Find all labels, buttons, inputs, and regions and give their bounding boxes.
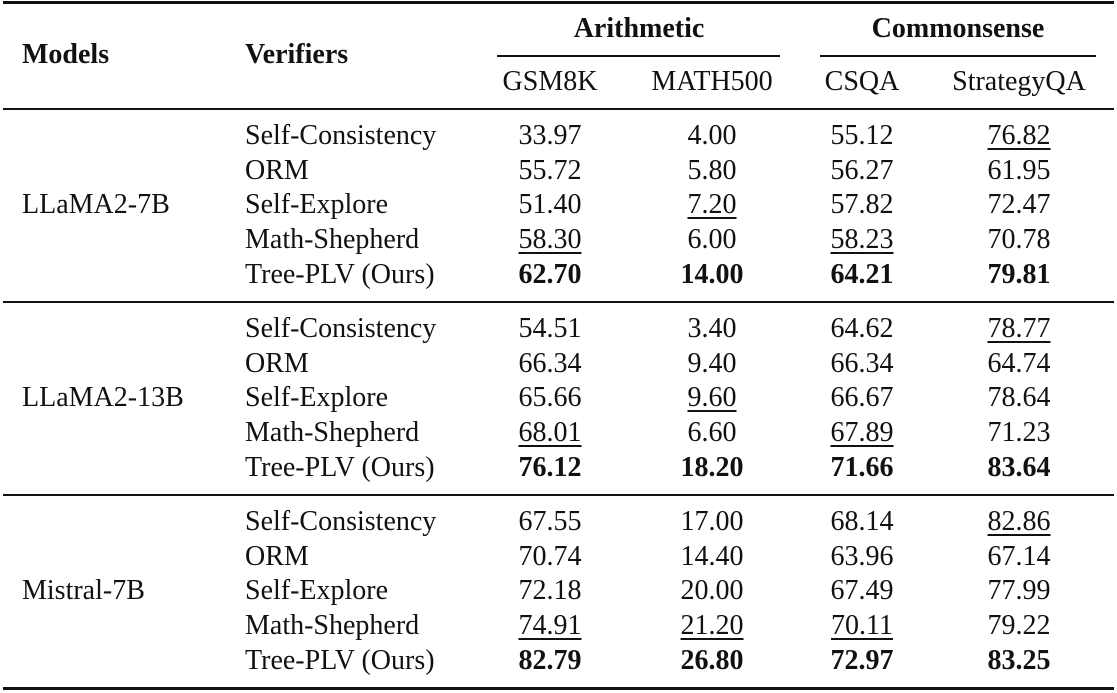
model-name: LLaMA2-13B xyxy=(22,382,184,414)
score-cell: 64.62 xyxy=(830,313,894,344)
score-cell: 74.91 xyxy=(518,610,582,642)
verifier-name: Math-Shepherd xyxy=(245,417,420,449)
header-rule xyxy=(3,108,1114,110)
score-cell: 76.12 xyxy=(518,451,582,483)
score-cell: 55.72 xyxy=(518,154,582,186)
score-cell: 58.23 xyxy=(830,224,894,256)
score-cell: 66.34 xyxy=(830,347,894,379)
score-cell: 17.00 xyxy=(680,506,744,537)
score-cell: 68.01 xyxy=(518,417,582,449)
score-cell: 78.64 xyxy=(987,382,1051,414)
score-cell: 54.51 xyxy=(518,313,582,344)
score-cell: 14.00 xyxy=(680,258,744,290)
score-cell: 51.40 xyxy=(518,189,582,221)
score-cell: 63.96 xyxy=(830,540,894,572)
score-cell: 67.14 xyxy=(987,540,1051,572)
group-header: Commonsense xyxy=(871,13,1045,44)
verifier-name: Self-Consistency xyxy=(245,120,437,151)
score-cell: 70.74 xyxy=(518,540,582,572)
score-cell: 82.86 xyxy=(987,506,1051,537)
score-cell: 71.23 xyxy=(987,417,1051,449)
group-rule xyxy=(497,55,780,57)
verifier-name: ORM xyxy=(245,154,309,186)
score-cell: 18.20 xyxy=(680,451,744,483)
verifier-name: ORM xyxy=(245,540,309,572)
bottom-rule xyxy=(3,687,1114,690)
score-cell: 70.11 xyxy=(831,610,893,642)
score-cell: 64.74 xyxy=(987,347,1051,379)
model-name: Mistral-7B xyxy=(22,575,145,607)
verifier-name: Tree-PLV (Ours) xyxy=(245,258,435,290)
score-cell: 76.82 xyxy=(987,120,1051,151)
score-cell: 67.89 xyxy=(830,417,894,449)
group-rule xyxy=(3,493,1114,496)
score-cell: 71.66 xyxy=(830,451,894,483)
group-header: Arithmetic xyxy=(573,13,705,44)
verifier-name: Self-Explore xyxy=(245,189,389,221)
score-cell: 7.20 xyxy=(687,189,737,221)
top-rule xyxy=(3,1,1114,4)
score-cell: 83.25 xyxy=(987,644,1051,676)
score-cell: 6.60 xyxy=(687,417,737,449)
score-cell: 72.47 xyxy=(987,189,1051,221)
score-cell: 5.80 xyxy=(687,154,737,186)
score-cell: 4.00 xyxy=(687,120,737,151)
score-cell: 82.79 xyxy=(518,644,582,676)
verifier-name: Self-Consistency xyxy=(245,506,437,537)
score-cell: 55.12 xyxy=(830,120,894,151)
score-cell: 67.55 xyxy=(518,506,582,537)
score-cell: 62.70 xyxy=(518,258,582,290)
verifier-name: Math-Shepherd xyxy=(245,224,420,256)
verifier-name: Self-Explore xyxy=(245,575,389,607)
verifiers-header: Verifiers xyxy=(245,39,349,70)
score-cell: 66.34 xyxy=(518,347,582,379)
score-cell: 61.95 xyxy=(987,154,1051,186)
score-cell: 72.18 xyxy=(518,575,582,607)
score-cell: 79.81 xyxy=(987,258,1051,290)
score-cell: 67.49 xyxy=(830,575,894,607)
models-header: Models xyxy=(22,39,110,70)
score-cell: 72.97 xyxy=(830,644,894,676)
score-cell: 58.30 xyxy=(518,224,582,256)
group-rule xyxy=(820,55,1096,57)
column-header: CSQA xyxy=(824,66,900,97)
score-cell: 3.40 xyxy=(687,313,737,344)
score-cell: 65.66 xyxy=(518,382,582,414)
score-cell: 14.40 xyxy=(680,540,744,572)
group-rule xyxy=(3,300,1114,303)
score-cell: 33.97 xyxy=(518,120,582,151)
score-cell: 70.78 xyxy=(987,224,1051,256)
verifier-name: Tree-PLV (Ours) xyxy=(245,451,435,483)
score-cell: 26.80 xyxy=(680,644,744,676)
verifier-name: Self-Explore xyxy=(245,382,389,414)
score-cell: 66.67 xyxy=(830,382,894,414)
score-cell: 9.60 xyxy=(687,382,737,414)
score-cell: 78.77 xyxy=(987,313,1051,344)
verifier-name: Self-Consistency xyxy=(245,313,437,344)
score-cell: 68.14 xyxy=(830,506,894,537)
column-header: MATH500 xyxy=(651,66,773,97)
verifier-name: Math-Shepherd xyxy=(245,610,420,642)
verifier-name: Tree-PLV (Ours) xyxy=(245,644,435,676)
score-cell: 57.82 xyxy=(830,189,894,221)
score-cell: 56.27 xyxy=(830,154,894,186)
score-cell: 79.22 xyxy=(987,610,1051,642)
score-cell: 6.00 xyxy=(687,224,737,256)
score-cell: 9.40 xyxy=(687,347,737,379)
score-cell: 64.21 xyxy=(830,258,894,290)
verifier-name: ORM xyxy=(245,347,309,379)
score-cell: 21.20 xyxy=(680,610,744,642)
score-cell: 20.00 xyxy=(680,575,744,607)
column-header: StrategyQA xyxy=(952,66,1086,97)
column-header: GSM8K xyxy=(502,66,598,97)
score-cell: 83.64 xyxy=(987,451,1051,483)
score-cell: 77.99 xyxy=(987,575,1051,607)
model-name: LLaMA2-7B xyxy=(22,189,170,221)
